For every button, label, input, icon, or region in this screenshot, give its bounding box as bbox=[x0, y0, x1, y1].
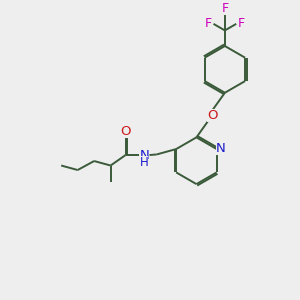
Text: F: F bbox=[205, 17, 212, 30]
Text: N: N bbox=[139, 148, 149, 161]
Text: H: H bbox=[140, 156, 148, 169]
Text: F: F bbox=[238, 17, 245, 30]
Text: F: F bbox=[221, 2, 228, 15]
Text: O: O bbox=[120, 124, 131, 138]
Text: O: O bbox=[207, 109, 217, 122]
Text: N: N bbox=[216, 142, 225, 155]
